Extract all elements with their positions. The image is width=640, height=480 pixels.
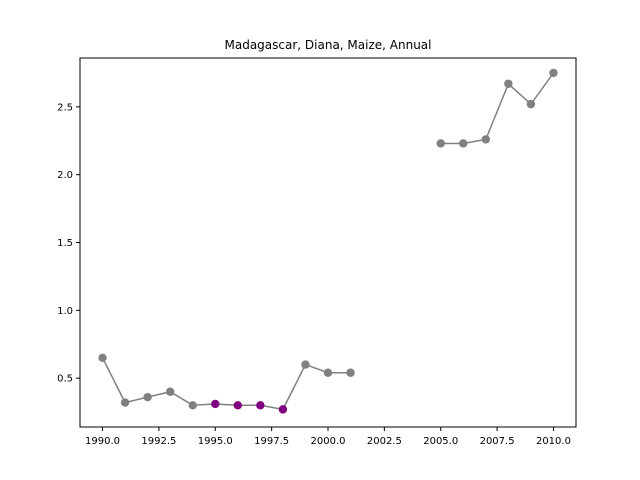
x-tick-label: 1995.0	[198, 436, 233, 447]
data-point	[549, 68, 558, 78]
data-point	[165, 387, 175, 396]
x-tick-label: 2000.0	[311, 436, 346, 447]
data-point	[120, 398, 130, 407]
highlighted-data-point	[211, 399, 220, 409]
data-point	[143, 392, 152, 402]
y-tick-label: 2.0	[57, 170, 73, 181]
x-tick-label: 1992.5	[141, 436, 176, 447]
x-tick-label: 1997.5	[254, 436, 289, 447]
data-point	[436, 139, 445, 148]
x-tick-label: 2010.0	[536, 436, 571, 447]
plot-points	[98, 68, 558, 414]
data-point	[188, 401, 197, 410]
highlighted-data-point	[278, 405, 288, 414]
data-point	[98, 353, 107, 363]
highlighted-data-point	[233, 401, 243, 410]
data-point	[481, 135, 491, 144]
data-point	[346, 368, 355, 377]
x-tick-label: 2005.0	[423, 436, 458, 447]
x-tick-label: 1990.0	[85, 436, 120, 447]
y-axis: 0.5 1.0 1.5 2.0 2.5	[57, 102, 80, 385]
chart-title: Madagascar, Diana, Maize, Annual	[225, 38, 432, 52]
x-tick-label: 2007.5	[480, 436, 515, 447]
y-tick-label: 1.5	[57, 238, 73, 249]
y-tick-label: 1.0	[57, 306, 73, 317]
highlighted-data-point	[256, 401, 265, 410]
data-point	[526, 99, 536, 109]
data-point	[504, 79, 513, 88]
data-point	[323, 368, 333, 377]
data-point	[301, 360, 310, 369]
y-tick-label: 2.5	[57, 102, 73, 113]
x-tick-label: 2002.5	[367, 436, 402, 447]
x-axis: 1990.0 1992.5 1995.0 1997.5 2000.0 2002.5 2005…	[85, 427, 571, 447]
data-point	[459, 139, 468, 148]
y-tick-label: 0.5	[57, 374, 73, 385]
